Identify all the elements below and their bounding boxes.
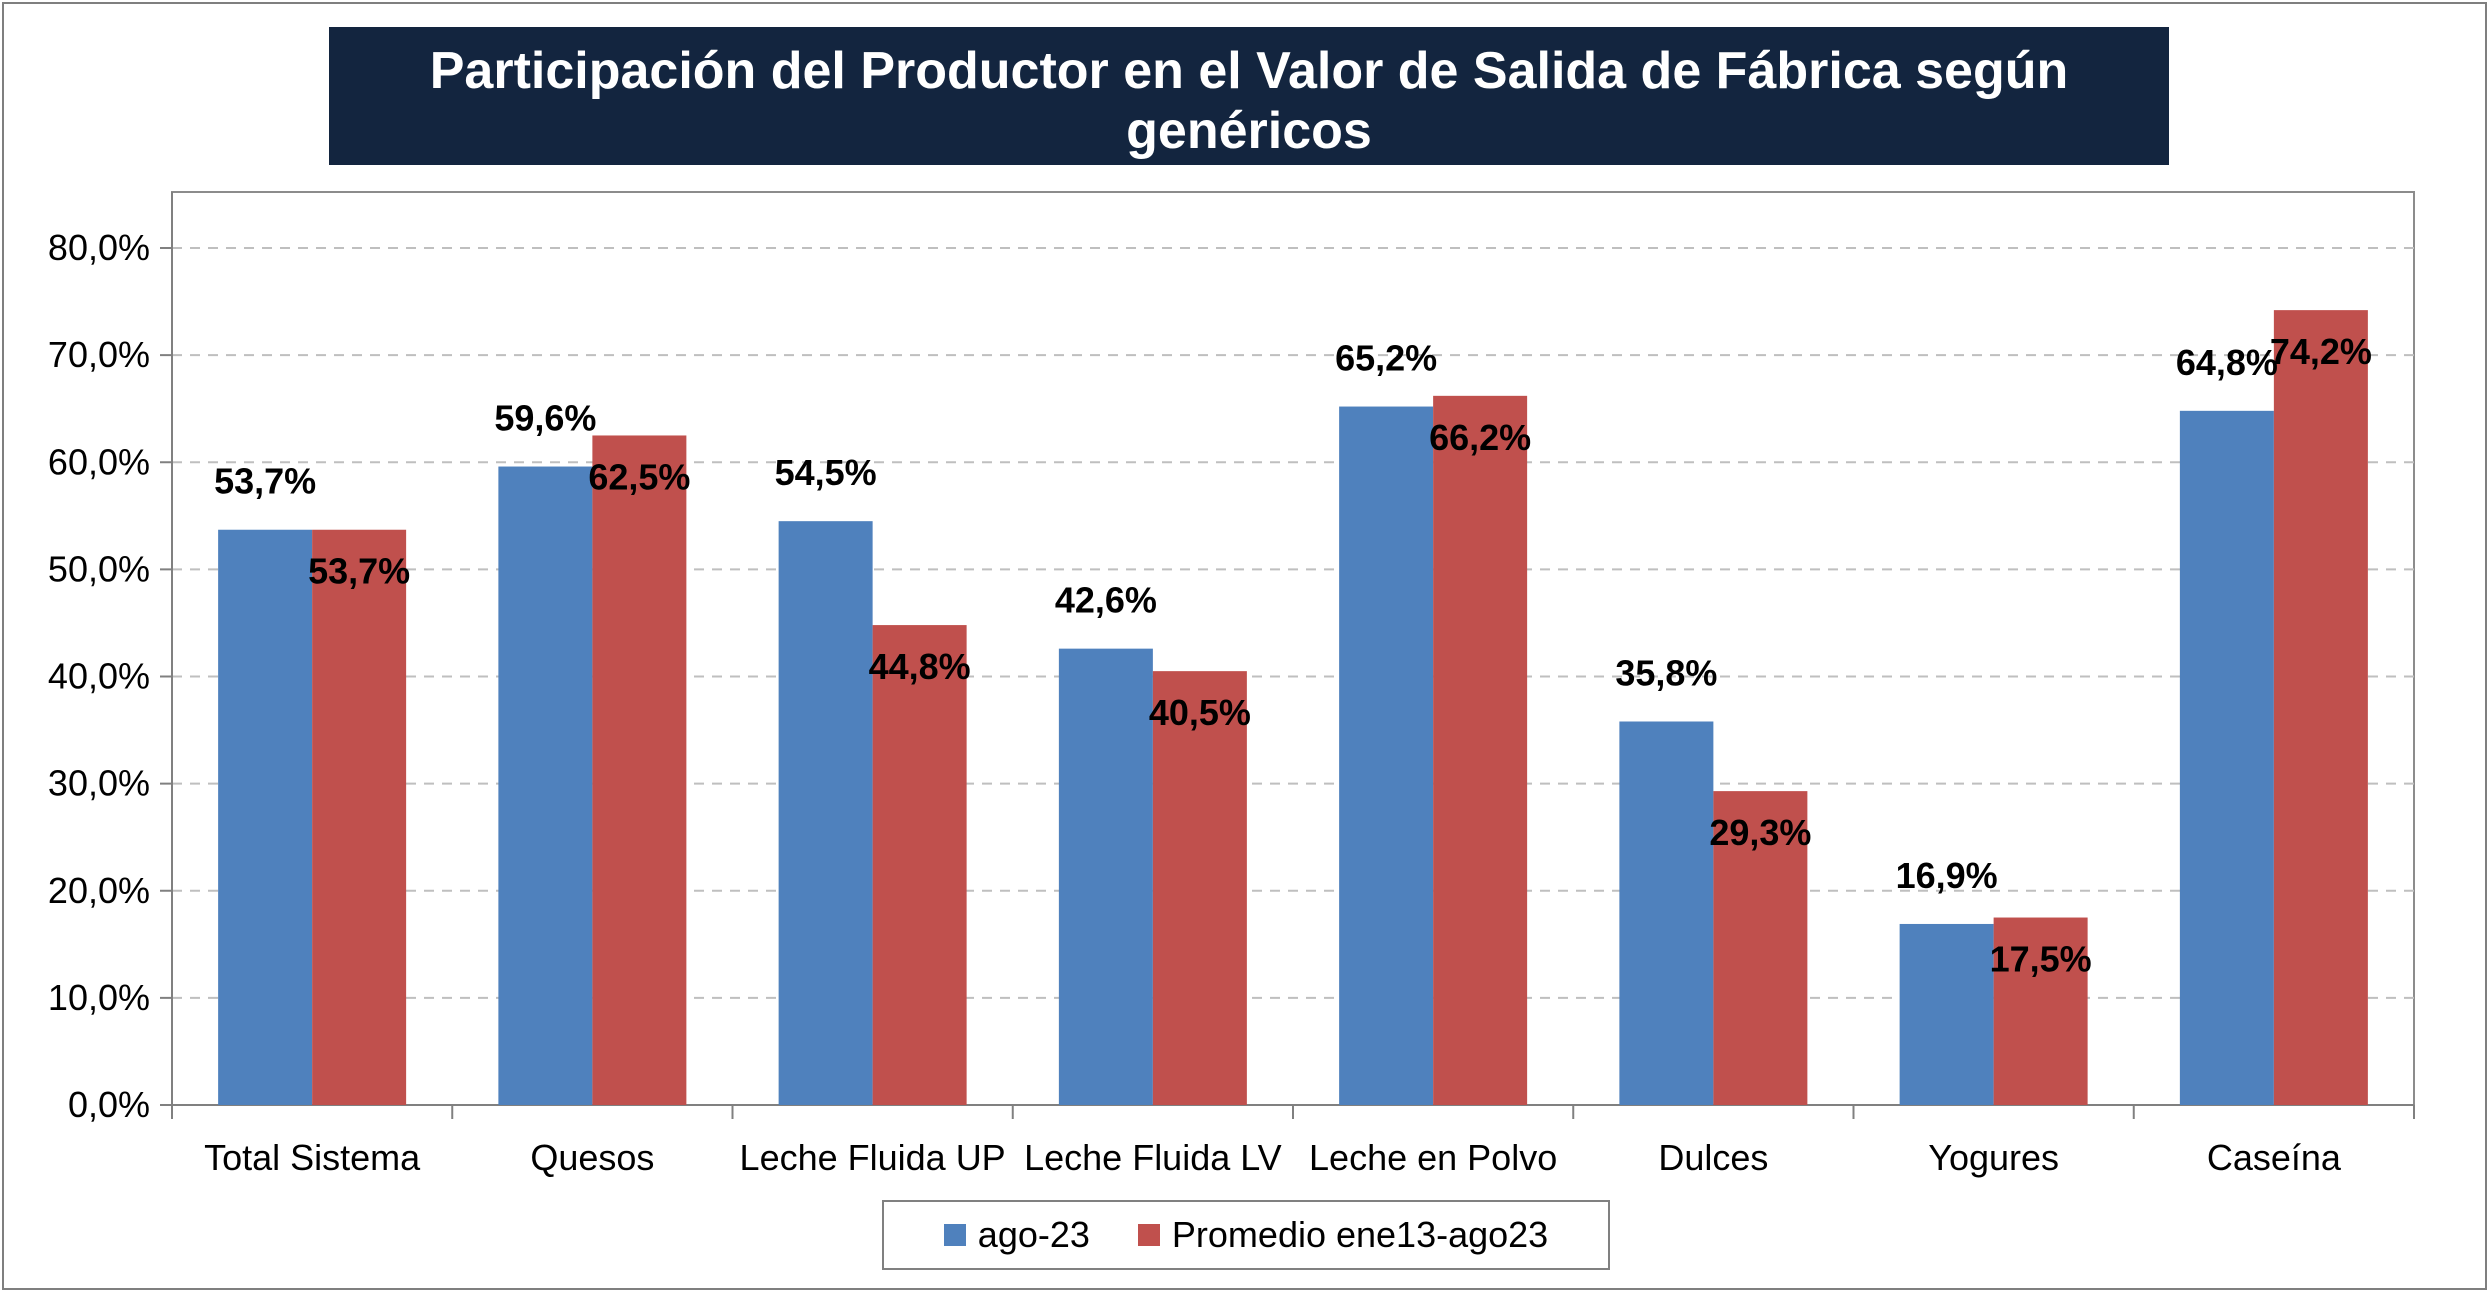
bar-ago-23: [218, 529, 313, 1105]
x-tick-label: Leche Fluida LV: [1024, 1137, 1282, 1178]
bar-ago-23: [1339, 406, 1434, 1105]
x-tick-label: Caseína: [2207, 1137, 2342, 1178]
chart-subtitle: - agosto 2023 y promedio -: [1008, 163, 1490, 205]
bar-ago-23: [778, 521, 873, 1105]
data-label-ago-23: 16,9%: [1896, 855, 1998, 896]
bar-ago-23: [498, 466, 593, 1105]
bar-ago-23: [1899, 923, 1994, 1105]
bar-promedio: [1993, 917, 2088, 1105]
data-label-ago-23: 65,2%: [1335, 338, 1437, 379]
bar-promedio: [872, 625, 967, 1105]
y-tick-label: 80,0%: [48, 227, 150, 268]
legend: ago-23 Promedio ene13-ago23: [882, 1200, 1610, 1270]
data-label-promedio: 17,5%: [1990, 939, 2092, 980]
legend-label-promedio: Promedio ene13-ago23: [1171, 1214, 1549, 1255]
x-tick-label: Quesos: [530, 1137, 654, 1178]
data-label-ago-23: 53,7%: [214, 461, 316, 502]
data-label-ago-23: 42,6%: [1055, 580, 1157, 621]
data-label-ago-23: 64,8%: [2176, 342, 2278, 383]
data-label-promedio: 40,5%: [1149, 692, 1251, 733]
chart-title: Participación del Productor en el Valor …: [429, 42, 2069, 160]
bar-ago-23: [2179, 410, 2274, 1106]
data-label-promedio: 66,2%: [1429, 417, 1531, 458]
bar-promedio: [1713, 791, 1808, 1105]
y-tick-label: 50,0%: [48, 548, 150, 589]
y-tick-label: 20,0%: [48, 870, 150, 911]
bar-ago-23: [1619, 721, 1714, 1105]
x-tick-label: Total Sistema: [204, 1137, 421, 1178]
bar-promedio: [1433, 395, 1528, 1105]
data-label-ago-23: 59,6%: [494, 398, 596, 439]
data-label-promedio: 53,7%: [308, 551, 410, 592]
y-tick-label: 60,0%: [48, 441, 150, 482]
y-tick-label: 30,0%: [48, 763, 150, 804]
bar-promedio: [1152, 671, 1247, 1105]
data-label-ago-23: 54,5%: [775, 452, 877, 493]
bar-promedio: [592, 435, 687, 1105]
bar-ago-23: [1058, 648, 1153, 1105]
legend-swatch-ago-23: [943, 1224, 966, 1246]
x-tick-label: Yogures: [1928, 1137, 2059, 1178]
y-tick-label: 40,0%: [48, 656, 150, 697]
legend-swatch-promedio: [1137, 1224, 1160, 1246]
x-tick-label: Dulces: [1658, 1137, 1768, 1178]
x-tick-label: Leche en Polvo: [1309, 1137, 1557, 1178]
data-label-promedio: 29,3%: [1709, 812, 1811, 853]
legend-item-promedio: Promedio ene13-ago23: [1137, 1214, 1549, 1256]
legend-item-ago-23: ago-23: [943, 1214, 1090, 1256]
data-label-promedio: 74,2%: [2270, 331, 2372, 372]
x-tick-label: Leche Fluida UP: [740, 1137, 1006, 1178]
legend-label-ago-23: ago-23: [977, 1214, 1090, 1255]
data-label-promedio: 44,8%: [869, 646, 971, 687]
bar-promedio: [2273, 310, 2368, 1105]
data-label-ago-23: 35,8%: [1615, 652, 1717, 693]
y-tick-label: 0,0%: [68, 1084, 150, 1125]
data-label-promedio: 62,5%: [588, 456, 690, 497]
y-tick-label: 70,0%: [48, 334, 150, 375]
bar-promedio: [312, 529, 407, 1105]
y-tick-label: 10,0%: [48, 977, 150, 1018]
title-box: Participación del Productor en el Valor …: [329, 27, 2169, 205]
